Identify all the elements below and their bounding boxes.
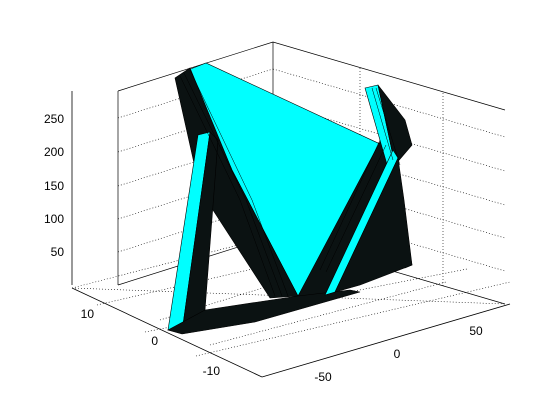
axes-box-back-edges xyxy=(117,41,506,305)
y-axis-line xyxy=(71,287,263,378)
surface-mesh-lines xyxy=(179,69,401,297)
x-axis-line xyxy=(261,303,511,378)
z-tick-label: 50 xyxy=(51,245,65,259)
surface-right-lower xyxy=(334,156,413,293)
x-tick-label: 50 xyxy=(469,324,483,338)
x-tick-labels: -50 0 50 xyxy=(314,324,483,384)
x-tick-label: -50 xyxy=(314,370,332,384)
surface-mesh xyxy=(167,62,413,335)
y-tick-label: 10 xyxy=(81,307,95,321)
z-tick-labels: 250 200 150 100 50 xyxy=(44,112,64,259)
y-tick-label: -10 xyxy=(203,364,221,378)
surface-right-strip-dark xyxy=(377,84,413,166)
y-tick-label: 0 xyxy=(151,334,158,348)
axis-lines xyxy=(71,91,511,378)
z-tick-label: 150 xyxy=(44,179,64,193)
surface-front-base xyxy=(167,289,361,335)
z-tick-label: 250 xyxy=(44,112,64,126)
z-tick-label: 100 xyxy=(44,212,64,226)
y-tick-labels: 10 0 -10 xyxy=(81,307,221,378)
z-tick-label: 200 xyxy=(44,145,64,159)
x-tick-label: 0 xyxy=(394,347,401,361)
